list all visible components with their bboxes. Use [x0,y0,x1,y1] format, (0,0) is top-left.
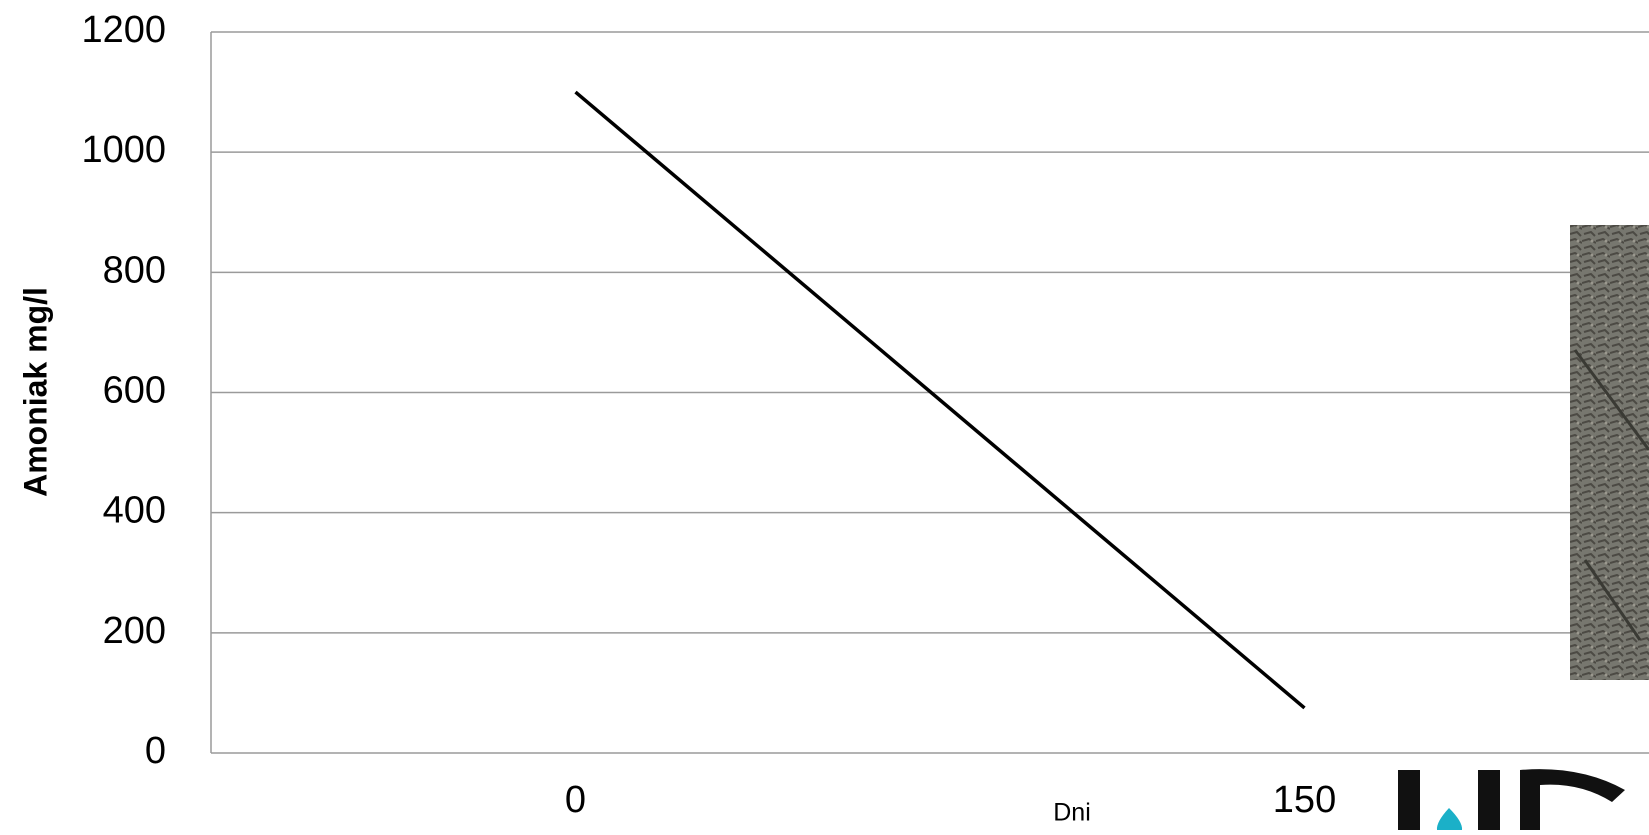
data-line [576,92,1305,708]
x-tick-label: 0 [565,779,586,821]
y-tick-label: 1200 [81,9,166,51]
chart: 0 200 400 600 800 1000 1200 0 150 Dni Amoniak mg… [0,0,1649,830]
y-tick-label: 600 [103,370,166,412]
x-axis-label: Dni [1053,799,1091,827]
page: {"chart_data": {"type": "line", "x_label… [0,0,1649,830]
y-tick-label: 1000 [81,129,166,171]
photo [1570,225,1649,680]
x-tick-label: 150 [1273,779,1336,821]
y-axis-label: Amoniak mg/l [17,287,53,497]
y-tick-label: 800 [103,249,166,291]
logo [1398,769,1625,830]
y-tick-label: 200 [103,610,166,652]
y-tick-label: 0 [145,730,166,772]
y-tick-label: 400 [103,490,166,532]
